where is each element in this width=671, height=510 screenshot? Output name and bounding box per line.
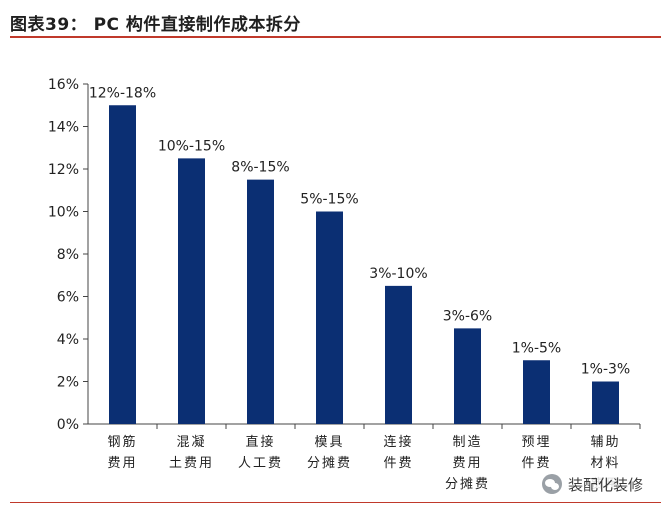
y-tick-label: 6% — [57, 290, 79, 306]
x-tick-label: 连接 — [383, 434, 413, 450]
data-label: 1%-5% — [512, 340, 561, 356]
bar — [316, 211, 343, 424]
x-tick-label: 材料 — [590, 456, 620, 471]
x-tick-label: 费用 — [107, 456, 137, 471]
x-tick-label: 土费用 — [169, 456, 214, 471]
data-label: 10%-15% — [158, 138, 225, 154]
x-tick-label: 分摊费 — [445, 477, 490, 492]
bar — [385, 285, 412, 424]
x-tick-label: 件费 — [383, 456, 413, 471]
x-tick-label: 混凝 — [176, 434, 206, 450]
wechat-logo-icon — [542, 474, 562, 494]
x-tick-label: 件费 — [521, 456, 551, 471]
data-label: 5%-15% — [300, 192, 358, 208]
bar — [523, 360, 550, 424]
y-tick-label: 8% — [57, 247, 79, 263]
x-tick-label: 预埋 — [521, 435, 551, 450]
y-tick-label: 16% — [48, 77, 79, 93]
bar — [178, 158, 205, 424]
bar — [247, 179, 274, 424]
data-label: 3%-6% — [443, 308, 492, 324]
data-label: 12%-18% — [89, 85, 156, 101]
x-tick-label: 钢筋 — [107, 434, 137, 450]
y-tick-label: 12% — [48, 162, 79, 178]
x-tick-label: 人工费 — [238, 456, 283, 471]
bar — [592, 381, 619, 424]
y-tick-label: 14% — [48, 120, 79, 136]
title-bar: 图表39： PC 构件直接制作成本拆分 — [10, 10, 661, 38]
watermark-text: 装配化装修 — [568, 475, 644, 494]
chart-title: 图表39： PC 构件直接制作成本拆分 — [10, 15, 301, 35]
bar — [454, 328, 481, 424]
x-tick-label: 直接 — [245, 434, 275, 450]
data-label: 3%-10% — [369, 266, 427, 282]
bar — [109, 105, 136, 424]
data-label: 8%-15% — [231, 160, 289, 176]
x-tick-label: 费用 — [452, 456, 482, 471]
y-tick-label: 2% — [57, 375, 79, 391]
x-tick-label: 分摊费 — [307, 456, 352, 471]
bottom-divider — [10, 502, 661, 503]
y-tick-label: 10% — [48, 205, 79, 221]
x-tick-label: 制造 — [452, 435, 482, 450]
data-label: 1%-3% — [581, 362, 630, 378]
y-tick-label: 0% — [57, 417, 79, 433]
x-tick-label: 辅助 — [590, 435, 620, 450]
x-tick-label: 模具 — [314, 435, 344, 450]
watermark: 装配化装修 — [538, 472, 648, 496]
y-tick-label: 4% — [57, 332, 79, 348]
